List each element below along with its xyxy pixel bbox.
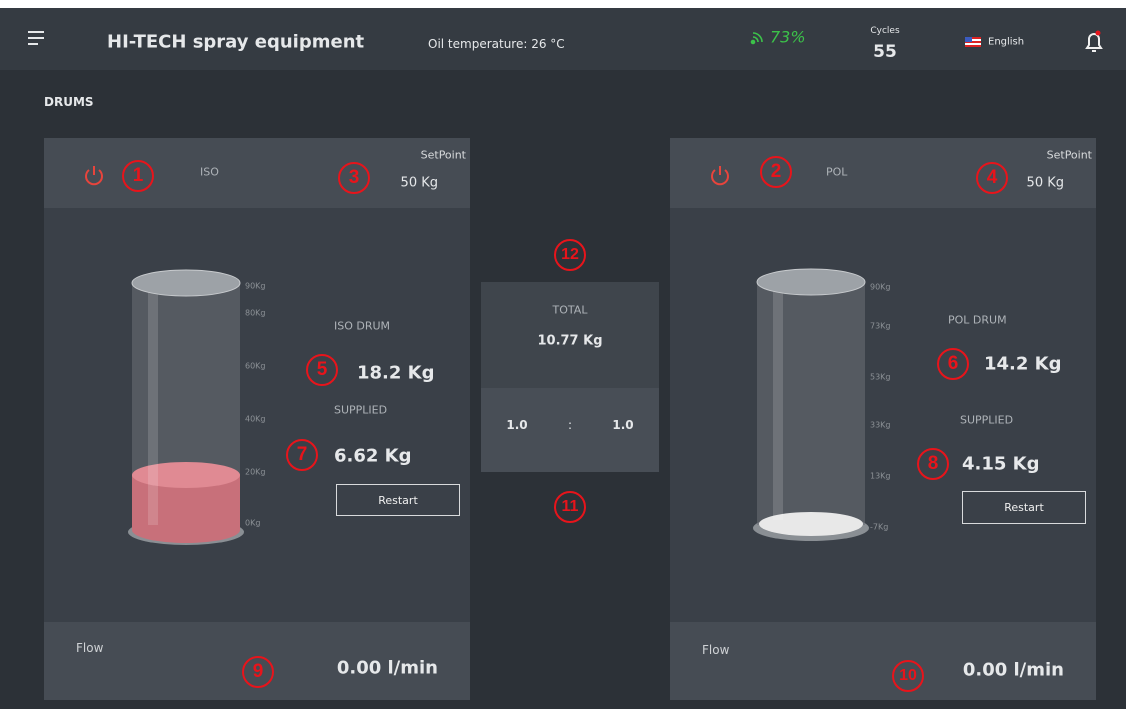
supplied-value: 4.15 Kg bbox=[962, 454, 1040, 475]
annotation: 12 bbox=[554, 239, 586, 271]
scale-label: 90Kg bbox=[245, 282, 266, 291]
scale-label: 33Kg bbox=[870, 421, 891, 430]
total-label: TOTAL bbox=[553, 304, 588, 317]
flow-value: 0.00 l/min bbox=[963, 660, 1064, 681]
ratio-right: 1.0 bbox=[612, 418, 633, 432]
flow-label: Flow bbox=[702, 643, 729, 657]
scale-label: 13Kg bbox=[870, 472, 891, 481]
supplied-label: SUPPLIED bbox=[334, 404, 387, 417]
screen: HI-TECH spray equipment Oil temperature:… bbox=[0, 0, 1126, 709]
iso-cylinder bbox=[128, 270, 244, 545]
setpoint-value: 50 Kg bbox=[401, 176, 438, 191]
drum-value: 18.2 Kg bbox=[357, 363, 435, 384]
section-title: DRUMS bbox=[44, 95, 94, 109]
flow-value: 0.00 l/min bbox=[337, 658, 438, 679]
annotation: 11 bbox=[554, 491, 586, 523]
scale-label: 73Kg bbox=[870, 322, 891, 331]
annotation: 3 bbox=[338, 162, 370, 194]
scale-label: 40Kg bbox=[245, 415, 266, 424]
scale-label: 60Kg bbox=[245, 362, 266, 371]
scale-label: 90Kg bbox=[870, 283, 891, 292]
bell-icon[interactable] bbox=[1087, 31, 1101, 52]
annotation: 2 bbox=[760, 156, 792, 188]
cycles-count: 55 bbox=[873, 42, 897, 62]
setpoint-label: SetPoint bbox=[1047, 149, 1092, 162]
annotation: 10 bbox=[892, 660, 924, 692]
annotation: 4 bbox=[976, 162, 1008, 194]
language-select[interactable]: English bbox=[988, 37, 1024, 48]
flag-icon[interactable] bbox=[965, 37, 981, 47]
drum-value: 14.2 Kg bbox=[984, 354, 1062, 375]
scale-label: -7Kg bbox=[870, 523, 888, 532]
cycles-label: Cycles bbox=[870, 26, 899, 36]
supplied-label: SUPPLIED bbox=[960, 414, 1013, 427]
annotation: 8 bbox=[917, 448, 949, 480]
signal-icon bbox=[752, 33, 763, 44]
flow-label: Flow bbox=[76, 641, 103, 655]
annotation: 6 bbox=[937, 348, 969, 380]
drum-label: POL DRUM bbox=[948, 314, 1007, 327]
supplied-value: 6.62 Kg bbox=[334, 446, 412, 467]
setpoint-value: 50 Kg bbox=[1027, 176, 1064, 191]
ratio-left: 1.0 bbox=[506, 418, 527, 432]
power-icon[interactable] bbox=[86, 166, 102, 184]
annotation: 7 bbox=[286, 439, 318, 471]
oil-temperature: Oil temperature: 26 °C bbox=[428, 37, 565, 51]
menu-icon[interactable] bbox=[28, 32, 44, 44]
total-value: 10.77 Kg bbox=[537, 334, 602, 349]
scale-label: 53Kg bbox=[870, 373, 891, 382]
drum-name: POL bbox=[826, 166, 847, 179]
scale-label: 0Kg bbox=[245, 519, 260, 528]
scale-label: 20Kg bbox=[245, 468, 266, 477]
pol-cylinder bbox=[753, 269, 869, 541]
restart-button[interactable]: Restart bbox=[962, 491, 1086, 524]
scale-label: 80Kg bbox=[245, 309, 266, 318]
annotation: 5 bbox=[306, 354, 338, 386]
app-title: HI-TECH spray equipment bbox=[107, 32, 364, 53]
drum-name: ISO bbox=[200, 166, 219, 179]
ratio-separator: : bbox=[568, 418, 572, 432]
signal-strength: 73% bbox=[770, 28, 806, 47]
restart-button[interactable]: Restart bbox=[336, 484, 460, 516]
drum-label: ISO DRUM bbox=[334, 320, 390, 333]
annotation: 9 bbox=[242, 656, 274, 688]
power-icon[interactable] bbox=[712, 166, 728, 184]
annotation: 1 bbox=[122, 160, 154, 192]
setpoint-label: SetPoint bbox=[421, 149, 466, 162]
